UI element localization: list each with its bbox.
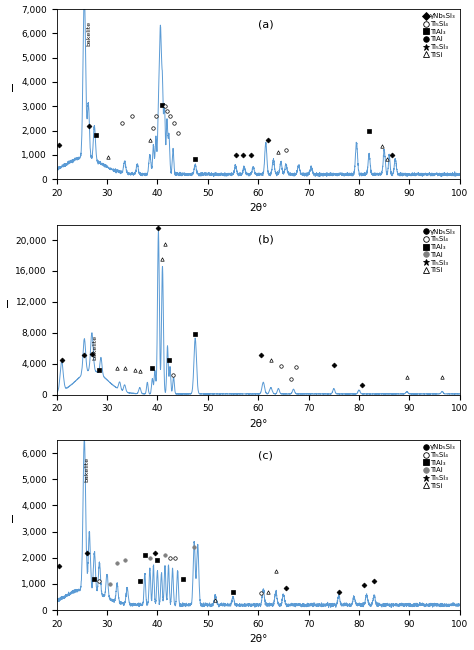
Legend: γNb₅Si₃, Ti₅Si₄, TiAl₃, TiAl, Ti₅Si₃, TiSi: γNb₅Si₃, Ti₅Si₄, TiAl₃, TiAl, Ti₅Si₃, Ti… [422, 228, 456, 274]
X-axis label: 2θ°: 2θ° [249, 203, 267, 213]
Legend: γNb₅Si₃, Ti₅Si₄, TiAl₃, TiAl, Ti₅Si₃, TiSi: γNb₅Si₃, Ti₅Si₄, TiAl₃, TiAl, Ti₅Si₃, Ti… [422, 12, 456, 58]
X-axis label: 2θ°: 2θ° [249, 634, 267, 644]
Text: bakelite: bakelite [84, 457, 90, 482]
Text: (a): (a) [258, 20, 274, 29]
Text: bakelite: bakelite [87, 21, 92, 46]
Y-axis label: I: I [11, 515, 14, 525]
Y-axis label: I: I [6, 300, 9, 309]
Text: (c): (c) [258, 450, 273, 460]
Legend: γNb₅Si₃, Ti₅Si₄, TiAl₃, TiAl, Ti₅Si₃, TiSi: γNb₅Si₃, Ti₅Si₄, TiAl₃, TiAl, Ti₅Si₃, Ti… [422, 443, 456, 489]
Y-axis label: I: I [11, 84, 14, 94]
X-axis label: 2θ°: 2θ° [249, 419, 267, 429]
Text: bakelite: bakelite [92, 335, 97, 360]
Text: (b): (b) [258, 235, 274, 245]
